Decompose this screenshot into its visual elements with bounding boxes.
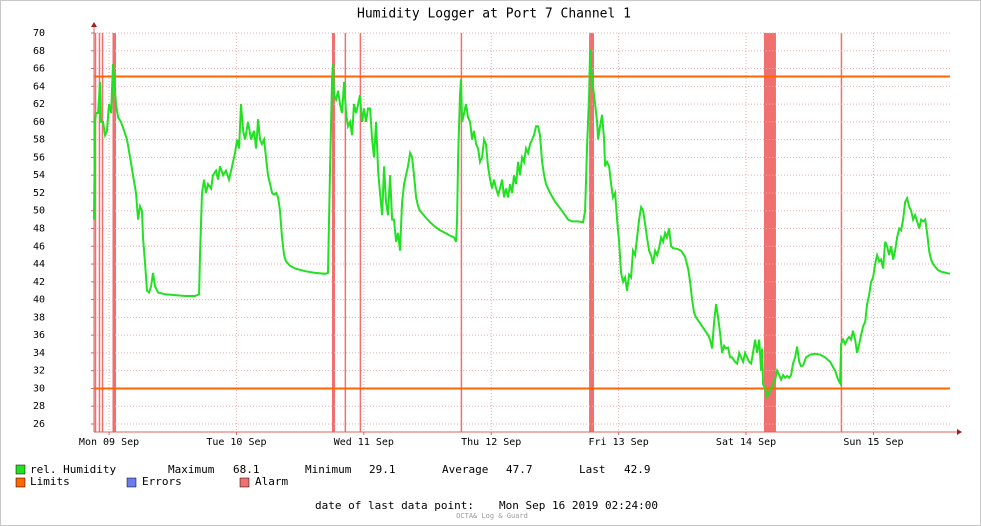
y-tick-label: 40 [33,295,45,306]
y-tick-label: 54 [33,170,45,181]
y-tick-label: 52 [33,188,45,199]
stat-label: Last [579,463,606,476]
alarm-band [344,33,347,432]
y-tick-label: 68 [33,46,45,57]
y-tick-label: 48 [33,224,45,235]
stat-label: Maximum [168,463,215,476]
stat-value: 47.7 [506,463,533,476]
y-tick-label: 30 [33,383,45,394]
x-tick-label: Thu 12 Sep [461,437,521,448]
stat-label: Average [442,463,488,476]
alarm-band [331,33,336,432]
x-tick-label: Mon 09 Sep [79,437,139,448]
alarm-band [460,33,463,432]
stat-value: 42.9 [624,463,651,476]
chart-title: Humidity Logger at Port 7 Channel 1 [357,7,631,22]
y-tick-label: 44 [33,259,45,270]
alarm-band [589,33,595,432]
stat-label: Minimum [305,463,352,476]
y-tick-label: 36 [33,330,45,341]
y-tick-label: 42 [33,277,45,288]
credit: OCTA& Log & Guard [456,512,528,520]
x-tick-label: Sun 15 Sep [843,437,903,448]
legend-swatch [15,477,26,488]
stat-value: 68.1 [233,463,260,476]
y-tick-label: 58 [33,135,45,146]
legend-label: Alarm [255,475,288,488]
x-tick-label: Fri 13 Sep [589,437,649,448]
alarm-band [763,33,776,432]
axis-arrow [91,22,97,27]
y-tick-label: 56 [33,152,45,163]
x-tick-label: Wed 11 Sep [334,437,394,448]
y-tick-label: 46 [33,241,45,252]
data-line [93,49,951,400]
y-tick-label: 66 [33,64,45,75]
footer-label: date of last data point: [315,499,474,512]
y-tick-label: 34 [33,348,45,359]
legend-swatch [239,477,250,488]
axis-arrow [957,429,962,435]
y-tick-label: 62 [33,99,45,110]
y-tick-label: 32 [33,366,45,377]
y-tick-label: 50 [33,206,45,217]
footer-value: Mon Sep 16 2019 02:24:00 [499,499,658,512]
x-tick-label: Sat 14 Sep [716,437,776,448]
y-tick-label: 64 [33,81,45,92]
y-tick-label: 60 [33,117,45,128]
y-tick-label: 26 [33,419,45,430]
legend-swatch [15,464,26,475]
x-tick-label: Tue 10 Sep [206,437,266,448]
alarm-band [359,33,362,432]
alarm-band [94,33,97,432]
alarm-band [101,33,104,432]
stat-value: 29.1 [369,463,396,476]
y-tick-label: 70 [33,28,45,39]
legend-label: Errors [142,475,182,488]
alarm-band [98,33,101,432]
y-tick-label: 28 [33,401,45,412]
y-tick-label: 38 [33,312,45,323]
alarm-band [112,33,117,432]
legend-label: Limits [30,475,70,488]
legend-swatch [126,477,137,488]
legend-label: rel. Humidity [30,463,116,476]
alarm-band [840,33,843,432]
